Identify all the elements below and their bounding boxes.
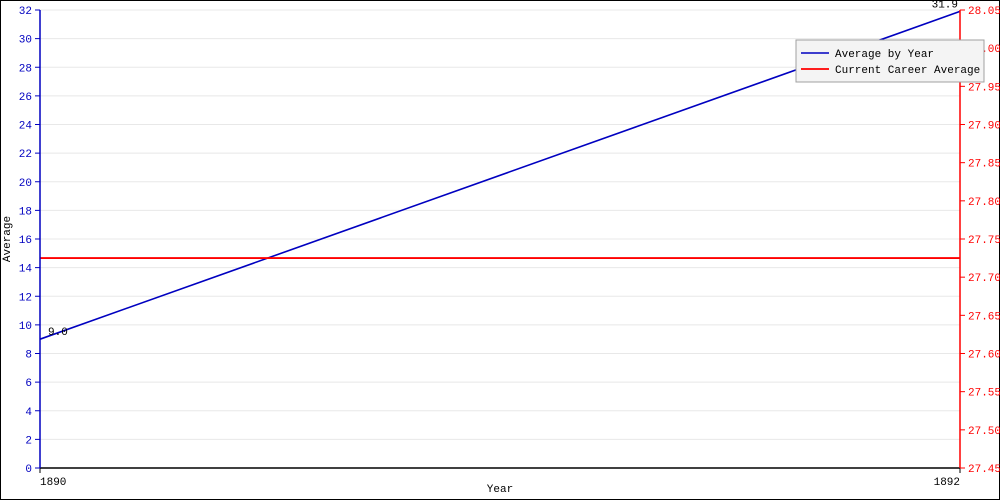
- point-label: 9.0: [48, 327, 68, 339]
- legend: Average by Year Current Career Average: [796, 40, 984, 82]
- y-right-tick-label: 27.85: [968, 159, 1000, 171]
- chart-svg: 9.031.918901892Year024681012141618202224…: [0, 0, 1000, 500]
- y-left-tick-label: 10: [19, 321, 32, 333]
- chart-container: 9.031.918901892Year024681012141618202224…: [0, 0, 1000, 500]
- y-left-tick-label: 6: [25, 378, 32, 390]
- y-left-tick-label: 18: [19, 206, 32, 218]
- y-right-tick-label: 27.70: [968, 273, 1000, 285]
- y-right-tick-label: 27.45: [968, 464, 1000, 476]
- y-right-tick-label: 27.65: [968, 311, 1000, 323]
- y-left-axis-label: Average: [2, 216, 14, 262]
- y-left-tick-label: 30: [19, 35, 32, 47]
- legend-label: Average by Year: [835, 49, 934, 61]
- legend-label: Current Career Average: [835, 65, 980, 77]
- y-left-tick-label: 24: [19, 121, 33, 133]
- y-left-tick-label: 4: [25, 407, 32, 419]
- x-tick-label: 1890: [40, 477, 66, 489]
- y-right-tick-label: 27.50: [968, 426, 1000, 438]
- y-right-tick-label: 27.60: [968, 350, 1000, 362]
- y-right-tick-label: 27.95: [968, 82, 1000, 94]
- y-left-tick-label: 16: [19, 235, 32, 247]
- y-left-tick-label: 22: [19, 149, 32, 161]
- y-right-tick-label: 28.05: [968, 6, 1000, 18]
- point-label: 31.9: [932, 0, 958, 11]
- y-left-tick-label: 0: [25, 464, 32, 476]
- y-left-tick-label: 2: [25, 435, 32, 447]
- y-right-tick-label: 27.55: [968, 388, 1000, 400]
- y-right-tick-label: 27.75: [968, 235, 1000, 247]
- y-left-tick-label: 32: [19, 6, 32, 18]
- y-left-tick-label: 14: [19, 264, 33, 276]
- x-axis-label: Year: [487, 484, 513, 496]
- y-left-tick-label: 12: [19, 292, 32, 304]
- y-left-tick-label: 8: [25, 350, 32, 362]
- y-left-tick-label: 20: [19, 178, 32, 190]
- y-right-tick-label: 27.90: [968, 121, 1000, 133]
- y-right-tick-label: 27.80: [968, 197, 1000, 209]
- y-left-tick-label: 26: [19, 92, 32, 104]
- x-tick-label: 1892: [934, 477, 960, 489]
- y-left-tick-label: 28: [19, 63, 32, 75]
